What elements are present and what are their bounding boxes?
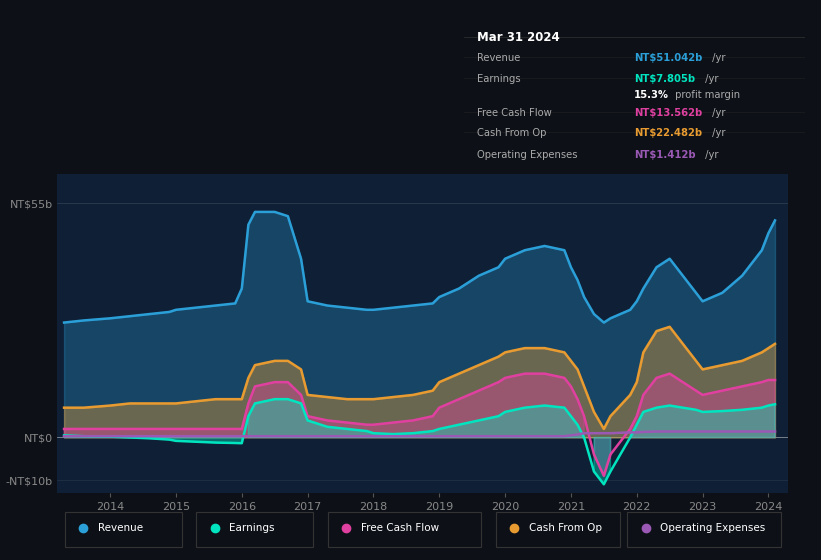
Text: NT$1.412b: NT$1.412b bbox=[635, 150, 696, 160]
Text: Operating Expenses: Operating Expenses bbox=[478, 150, 578, 160]
Text: /yr: /yr bbox=[709, 108, 726, 118]
Text: NT$51.042b: NT$51.042b bbox=[635, 53, 703, 63]
Text: profit margin: profit margin bbox=[672, 90, 740, 100]
Text: Cash From Op: Cash From Op bbox=[478, 128, 547, 138]
Text: Free Cash Flow: Free Cash Flow bbox=[478, 108, 553, 118]
Text: /yr: /yr bbox=[702, 150, 718, 160]
Text: Mar 31 2024: Mar 31 2024 bbox=[478, 31, 560, 44]
Text: NT$13.562b: NT$13.562b bbox=[635, 108, 703, 118]
Text: Earnings: Earnings bbox=[478, 74, 521, 84]
Text: Operating Expenses: Operating Expenses bbox=[660, 523, 765, 533]
Text: Free Cash Flow: Free Cash Flow bbox=[360, 523, 439, 533]
Text: NT$7.805b: NT$7.805b bbox=[635, 74, 695, 84]
Text: Cash From Op: Cash From Op bbox=[529, 523, 602, 533]
Text: /yr: /yr bbox=[709, 53, 726, 63]
Text: /yr: /yr bbox=[709, 128, 726, 138]
Text: NT$22.482b: NT$22.482b bbox=[635, 128, 702, 138]
Text: Revenue: Revenue bbox=[98, 523, 143, 533]
Text: Earnings: Earnings bbox=[229, 523, 275, 533]
Text: /yr: /yr bbox=[702, 74, 718, 84]
Text: Revenue: Revenue bbox=[478, 53, 521, 63]
Text: 15.3%: 15.3% bbox=[635, 90, 669, 100]
